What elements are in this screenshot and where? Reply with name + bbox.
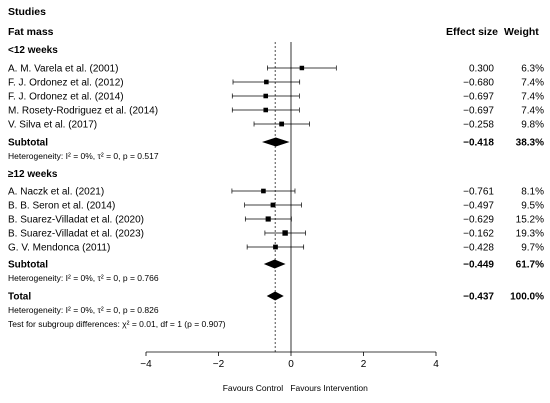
effect-square-0-3: [263, 107, 269, 113]
effect-size-header: Effect size: [446, 26, 498, 38]
subgroup-test: Test for subgroup differences: χ² = 0.01…: [8, 319, 226, 329]
study-weight-1-1: 9.5%: [521, 201, 544, 212]
study-effect-1-4: −0.428: [463, 243, 494, 254]
effect-square-0-4: [279, 121, 285, 127]
study-label-0-0: A. M. Varela et al. (2001): [8, 64, 118, 75]
plot-rows: <12 weeks A. M. Varela et al. (2001) 0.300…: [8, 45, 544, 329]
study-weight-0-2: 7.4%: [521, 92, 544, 103]
study-label-1-1: B. B. Seron et al. (2014): [8, 201, 115, 212]
study-label-1-0: A. Naczk et al. (2021): [8, 187, 104, 198]
heterogeneity-0: Heterogeneity: I² = 0%, τ² = 0, p = 0.51…: [8, 151, 159, 161]
subtotal-effect-0: −0.418: [463, 138, 494, 149]
study-label-1-4: G. V. Mendonca (2011): [8, 243, 110, 254]
group-heading-1: ≥12 weeks: [8, 169, 58, 180]
study-weight-0-3: 7.4%: [521, 106, 544, 117]
study-label-0-2: F. J. Ordonez et al. (2014): [8, 92, 124, 103]
study-label-1-3: B. Suarez-Villadat et al. (2023): [8, 229, 144, 240]
weight-header: Weight: [504, 26, 539, 38]
effect-square-0-2: [263, 93, 269, 99]
favours-control-label: Favours Control: [223, 383, 284, 393]
study-label-0-3: M. Rosety-Rodriguez et al. (2014): [8, 106, 158, 117]
study-weight-1-2: 15.2%: [516, 215, 544, 226]
x-tick-label-4: 4: [433, 359, 439, 370]
study-effect-0-4: −0.258: [463, 120, 494, 131]
x-tick-label-3: 2: [361, 359, 367, 370]
total-effect: −0.437: [463, 292, 494, 303]
total-weight: 100.0%: [510, 292, 544, 303]
group-heading-0: <12 weeks: [8, 45, 58, 56]
study-effect-0-2: −0.697: [463, 92, 494, 103]
favours-intervention-label: Favours Intervention: [290, 383, 368, 393]
study-effect-0-3: −0.697: [463, 106, 494, 117]
effect-square-1-3: [282, 230, 288, 236]
study-effect-0-0: 0.300: [469, 64, 494, 75]
effect-square-1-0: [261, 188, 266, 194]
effect-square-0-1: [264, 79, 269, 85]
total-heterogeneity: Heterogeneity: I² = 0%, τ² = 0, p = 0.82…: [8, 305, 159, 315]
subtotal-weight-0: 38.3%: [516, 138, 544, 149]
subtotal-diamond-0: [262, 137, 290, 147]
study-label-0-4: V. Silva et al. (2017): [8, 120, 97, 131]
x-tick-label-2: 0: [288, 359, 294, 370]
study-effect-1-3: −0.162: [463, 229, 494, 240]
x-axis: −4 −2 0 2 4 Favours Control Favours Interventi…: [140, 42, 439, 393]
x-tick-label-1: −2: [213, 359, 225, 370]
study-effect-1-0: −0.761: [463, 187, 494, 198]
x-tick-label-0: −4: [140, 359, 152, 370]
study-weight-0-4: 9.8%: [521, 120, 544, 131]
subtotal-label-1: Subtotal: [8, 260, 48, 271]
effect-square-1-1: [270, 202, 276, 208]
study-weight-0-1: 7.4%: [521, 78, 544, 89]
study-effect-1-1: −0.497: [463, 201, 494, 212]
subtotal-label-0: Subtotal: [8, 138, 48, 149]
subtotal-effect-1: −0.449: [463, 260, 494, 271]
heterogeneity-1: Heterogeneity: I² = 0%, τ² = 0, p = 0.76…: [8, 273, 159, 283]
subtotal-diamond-1: [263, 259, 286, 269]
subtotal-weight-1: 61.7%: [516, 260, 544, 271]
effect-square-0-0: [299, 65, 305, 71]
study-effect-1-2: −0.629: [463, 215, 494, 226]
study-weight-1-4: 9.7%: [521, 243, 544, 254]
outcome-header: Fat mass: [8, 26, 54, 38]
study-effect-0-1: −0.680: [463, 78, 494, 89]
study-weight-1-0: 8.1%: [521, 187, 544, 198]
effect-square-1-2: [265, 216, 271, 222]
study-label-1-2: B. Suarez-Villadat et al. (2020): [8, 215, 144, 226]
total-label: Total: [8, 292, 31, 303]
study-weight-0-0: 6.3%: [521, 64, 544, 75]
study-weight-1-3: 19.3%: [516, 229, 544, 240]
study-label-0-1: F. J. Ordonez et al. (2012): [8, 78, 124, 89]
studies-header: Studies: [8, 6, 46, 18]
